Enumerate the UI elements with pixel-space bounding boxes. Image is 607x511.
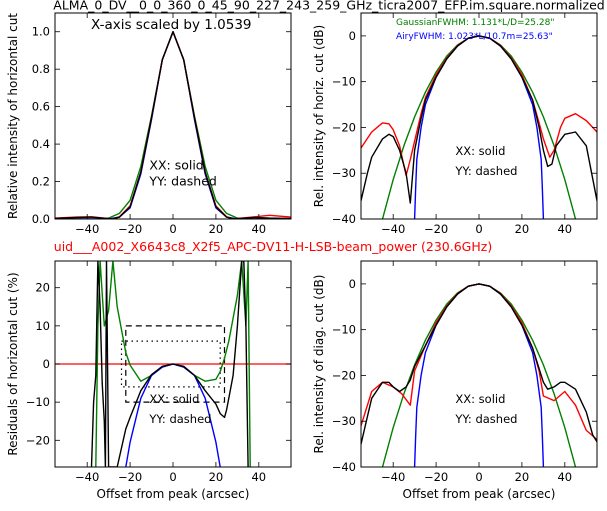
x-tick-label: −20 [118,222,142,236]
y-axis-label: Relative intensity of horizontal cut [6,13,20,219]
y-tick-label: 20 [35,281,50,295]
legend-yy: YY: dashed [148,412,211,426]
panel-top-left: −40 −20 0 20 40 0.0 0.2 0.4 0.6 0.8 1.0 Relative in… [6,12,292,236]
x-tick-label: 40 [251,222,266,236]
axes-frame [360,12,598,220]
series-line-2 [55,31,291,219]
y-axis-label: Rel. intensity of diag. cut (dB) [312,275,326,454]
series-line-3 [361,283,597,445]
y-tick-label: −30 [332,414,356,428]
y-tick-label: −20 [26,433,50,447]
x-tick-label: −20 [424,470,448,484]
y-tick-label: 0.2 [32,175,50,189]
y-axis-label: Residuals of horizontal cut (%) [6,272,20,455]
x-tick-label: −40 [75,222,99,236]
series-line-3 [55,31,291,219]
x-tick-label: −40 [381,470,405,484]
axes-frame [360,260,598,468]
legend-xx: XX: solid [149,158,203,173]
x-axis-label: Offset from peak (arcsec) [97,487,250,501]
y-tick-label: −30 [332,166,356,180]
x-tick-label: 40 [557,222,572,236]
y-tick-label: 0.4 [32,137,50,151]
y-tick-label: −40 [332,460,356,474]
scale-annotation: X-axis scaled by 1.0539 [91,17,252,33]
y-tick-label: −40 [332,212,356,226]
x-tick-label: −20 [118,470,142,484]
x-tick-label: 20 [209,470,224,484]
x-tick-label: 20 [515,222,530,236]
y-tick-label: 0.0 [32,212,50,226]
plot-area [55,31,291,219]
legend-xx: XX: solid [455,144,505,158]
x-tick-label: 0 [169,222,176,236]
y-tick-label: 0.6 [32,100,50,114]
series-line-1 [413,35,545,219]
series-line-3 [361,35,597,204]
legend-yy: YY: dashed [454,164,517,178]
airy-fwhm-note: AiryFWHM: 1.023*L/10.7m=25.63" [396,32,553,42]
y-tick-label: −20 [332,120,356,134]
y-tick-label: 0 [349,29,356,43]
gaussian-fwhm-note: GaussianFWHM: 1.131*L/D=25.28" [396,18,554,28]
x-tick-label: 40 [557,470,572,484]
plot-area [361,283,597,467]
series-line-1 [55,31,291,219]
panel-bottom-left: −40 −20 0 20 40 −20 −10 0 10 20 Residuals of horiz… [6,260,292,501]
legend-yy: YY: dashed [454,412,517,426]
panel-top-right: −40 −20 0 20 40 −40 −30 −20 −10 0 Rel. intensity o… [312,12,598,236]
x-tick-label: −20 [424,222,448,236]
x-tick-label: 0 [475,222,482,236]
x-axis-label: Offset from peak (arcsec) [403,487,556,501]
plot-area [361,35,597,219]
x-tick-label: 20 [515,470,530,484]
series-line-2 [90,261,249,467]
y-tick-label: −10 [332,75,356,89]
tolerance-box-dashed [125,325,226,403]
legend-xx: XX: solid [455,392,505,406]
y-tick-label: −10 [26,395,50,409]
x-tick-label: 20 [209,222,224,236]
y-tick-label: −20 [332,368,356,382]
series-line-1 [413,283,545,467]
x-tick-label: 0 [475,470,482,484]
y-tick-label: −10 [332,323,356,337]
legend-xx: XX: solid [149,392,199,406]
y-tick-label: 0.8 [32,62,50,76]
x-tick-label: −40 [381,222,405,236]
x-tick-label: 40 [251,470,266,484]
legend-yy: YY: dashed [148,174,216,189]
figure-subtitle: uid___A002_X6643c8_X2f5_APC-DV11-H-LSB-b… [54,239,492,254]
panel-bottom-right: −40 −20 0 20 40 −40 −30 −20 −10 0 Rel. intensity o… [312,260,598,501]
figure-title: ALMA_0_DV__0_0_360_0_45_90_227_243_259_G… [53,0,604,13]
plot-area [55,261,291,467]
series-line-0 [55,31,291,219]
x-tick-label: 0 [169,470,176,484]
x-tick-label: −40 [75,470,99,484]
y-tick-label: 0 [349,277,356,291]
y-axis-label: Rel. intensity of horiz. cut (dB) [312,25,326,207]
y-tick-label: 1.0 [32,25,50,39]
y-tick-label: 10 [35,319,50,333]
y-tick-label: 0 [43,357,50,371]
tolerance-box-dotted [120,340,221,388]
